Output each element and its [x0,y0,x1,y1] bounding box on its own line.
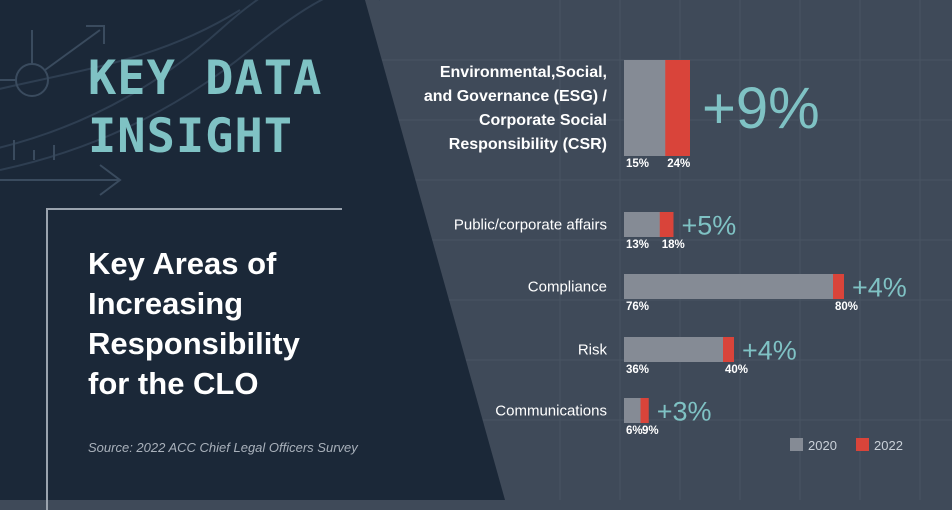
difference-label: +5% [682,211,737,241]
category-label: Corporate Social [479,112,607,129]
bar-2020 [624,60,666,156]
key-data-insight-heading: KEY DATA INSIGHT [88,50,388,166]
difference-label: +3% [657,397,712,427]
subtitle-line-3: Responsibility [88,326,300,361]
category-label: Compliance [528,279,607,296]
category-label: Communications [495,403,607,420]
legend-2020-label: 2020 [808,438,837,453]
heading-line-2: INSIGHT [88,109,294,164]
legend-2022-swatch [856,438,869,451]
value-label-2022: 24% [667,158,690,170]
subtitle-frame [46,208,342,510]
bar-2020 [624,398,641,423]
subtitle-line-1: Key Areas of [88,246,277,281]
difference-label: +4% [742,336,797,366]
value-label-2020: 76% [626,301,649,313]
value-label-2022: 18% [662,239,685,251]
value-label-2020: 36% [626,364,649,376]
decorative-growth-icon [0,25,122,196]
category-label: Risk [578,342,608,359]
difference-label: +9% [702,76,820,141]
subtitle-line-2: Increasing [88,286,244,321]
bar-2020 [624,274,833,299]
heading-line-1: KEY DATA [88,51,323,106]
category-label: and Governance (ESG) / [424,88,608,105]
source-note: Source: 2022 ACC Chief Legal Officers Su… [88,440,358,455]
bar-2020 [624,212,660,237]
value-label-2022: 9% [642,425,659,437]
chart-subtitle: Key Areas of Increasing Responsibility f… [88,244,348,404]
category-label: Environmental,Social, [440,64,607,81]
value-label-2020: 6% [626,425,643,437]
bar-2020 [624,337,723,362]
legend-2022-label: 2022 [874,438,903,453]
value-label-2022: 40% [725,364,748,376]
value-label-2020: 15% [626,158,649,170]
difference-label: +4% [852,273,907,303]
value-label-2022: 80% [835,301,858,313]
subtitle-line-4: for the CLO [88,366,259,401]
category-label: Public/corporate affairs [454,217,607,234]
category-label: Responsibility (CSR) [449,136,607,153]
value-label-2020: 13% [626,239,649,251]
legend-2020-swatch [790,438,803,451]
